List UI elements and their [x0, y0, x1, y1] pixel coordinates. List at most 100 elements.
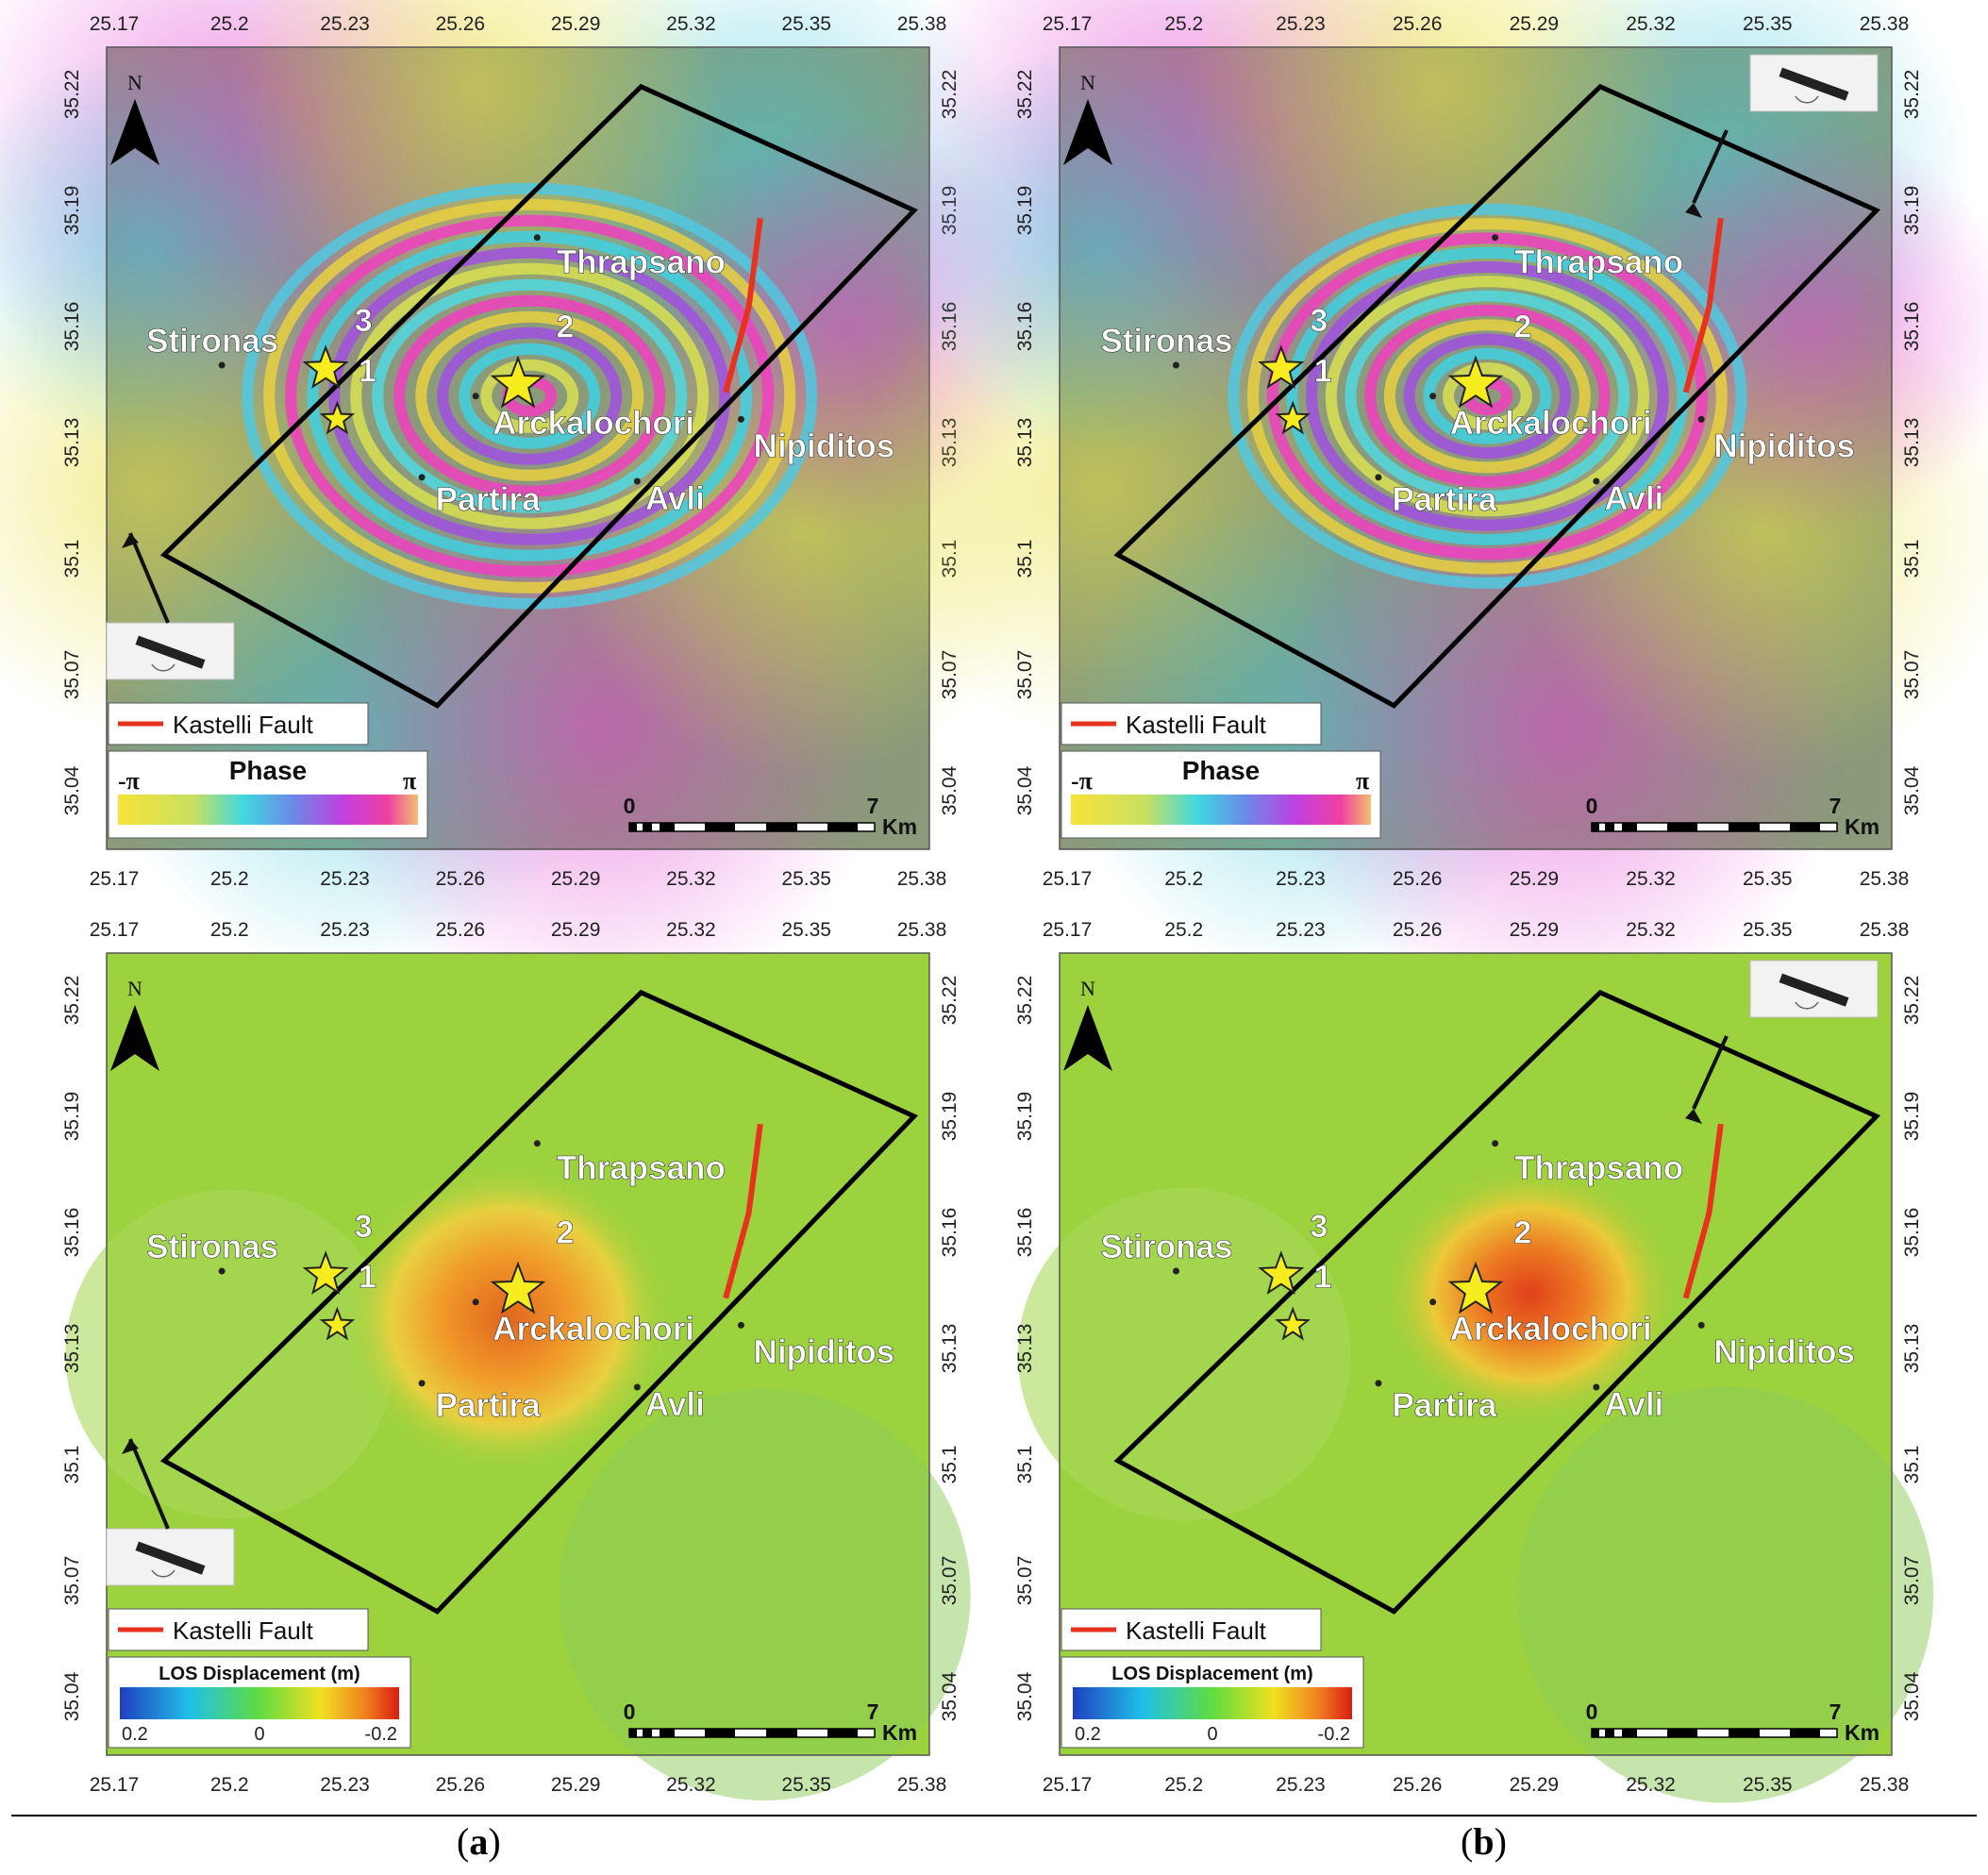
phase-legend-max: π: [1356, 767, 1369, 795]
displacement-lobe: [1378, 1162, 1681, 1427]
map-border: [1059, 46, 1893, 850]
interferogram-fringe: [328, 246, 731, 545]
north-arrow-icon: [1063, 1005, 1112, 1071]
satellite-icon: [135, 1541, 206, 1575]
epicenter-star-3: [302, 344, 349, 389]
los-colorbar: [1073, 1687, 1352, 1719]
scalebar-segment: [1622, 823, 1637, 831]
interferogram-fringe: [459, 343, 601, 449]
lat-tick-left: 35.1: [1014, 540, 1036, 578]
lon-tick-bottom: 25.35: [1743, 868, 1793, 890]
lon-tick-bottom: 25.29: [1510, 868, 1560, 890]
study-area-box: [1113, 83, 1881, 709]
lat-tick-left: 35.22: [61, 70, 83, 120]
scalebar-segment: [1667, 1729, 1697, 1737]
scalebar-segment: [766, 1729, 797, 1737]
lat-tick-right: 35.04: [939, 765, 961, 815]
place-label-avli: Avli: [1604, 480, 1663, 517]
scalebar-unit: Km: [882, 814, 917, 839]
lon-tick-bottom: 25.32: [1626, 1774, 1676, 1796]
phase-colorbar: [118, 795, 418, 825]
satellite-signal-icon: [1795, 95, 1819, 104]
scalebar-segment: [1592, 1729, 1599, 1737]
interferogram-fringe: [1228, 203, 1747, 589]
scalebar-segment: [1592, 823, 1599, 831]
satellite-arrow-head-icon: [1685, 1109, 1702, 1124]
scalebar-end: 7: [867, 1699, 879, 1724]
lon-tick-bottom: 25.2: [1164, 868, 1203, 890]
place-label-thrapsano: Thrapsano: [1514, 244, 1683, 281]
place-marker: [1697, 1321, 1705, 1329]
scalebar-segment: [1790, 823, 1820, 831]
place-marker: [218, 1267, 226, 1275]
epicenter-label-3: 3: [1310, 1209, 1328, 1245]
place-label-thrapsano: Thrapsano: [557, 1150, 726, 1187]
lat-tick-right: 35.19: [1901, 1092, 1923, 1142]
satellite-arrow-head-icon: [122, 1439, 139, 1454]
north-label: N: [127, 977, 142, 1000]
phase-colorbar: [1071, 795, 1371, 825]
scalebar-segment: [1729, 823, 1760, 831]
interferogram-fringe: [307, 230, 753, 561]
epicenter-label-2: 2: [557, 310, 575, 345]
lat-tick-right: 35.16: [939, 1208, 961, 1258]
place-label-partira: Partira: [1392, 481, 1496, 518]
lon-tick-top: 25.32: [666, 13, 716, 35]
scalebar-segment: [1790, 1729, 1820, 1737]
lat-tick-left: 35.13: [1014, 1324, 1036, 1374]
map-border: [1059, 952, 1893, 1756]
lon-tick-bottom: 25.29: [1510, 1774, 1560, 1796]
epicenter-label-3: 3: [355, 1209, 373, 1245]
place-marker: [1492, 234, 1499, 242]
place-marker: [1593, 1383, 1600, 1391]
lon-tick-bottom: 25.32: [1626, 868, 1676, 890]
lon-tick-top: 25.29: [551, 13, 601, 35]
lat-tick-left: 35.16: [61, 1208, 83, 1258]
lat-tick-left: 35.19: [1014, 186, 1036, 236]
place-marker: [1492, 1140, 1499, 1147]
scalebar-segment: [827, 1729, 858, 1737]
lon-tick-top: 25.32: [666, 919, 716, 941]
terrain-shade: [559, 1389, 971, 1800]
lat-tick-right: 35.22: [1901, 70, 1923, 120]
place-marker: [218, 361, 226, 369]
place-label-arckalochori: Arckalochori: [1450, 405, 1652, 442]
epicenter-star-3: [1258, 344, 1305, 389]
lat-tick-left: 35.13: [61, 1324, 83, 1374]
interferogram-fringe: [1364, 304, 1611, 488]
place-label-partira: Partira: [1392, 1387, 1496, 1424]
scalebar-start: 0: [1586, 794, 1598, 818]
place-label-arckalochori: Arckalochori: [493, 405, 694, 442]
satellite-arrow-head-icon: [1685, 203, 1702, 218]
satellite-icon: [1779, 973, 1849, 1007]
lon-tick-top: 25.29: [1510, 13, 1560, 35]
satellite-arrow: [1692, 129, 1729, 204]
lon-tick-bottom: 25.17: [1043, 1774, 1093, 1796]
place-label-avli: Avli: [1604, 1386, 1663, 1423]
scalebar-end: 7: [1829, 794, 1842, 818]
scalebar-segment: [1667, 823, 1697, 831]
lat-tick-right: 35.1: [939, 1446, 961, 1484]
interferogram-fringe: [263, 198, 796, 594]
place-marker: [533, 234, 541, 242]
place-label-stironas: Stironas: [146, 1229, 278, 1265]
los-legend-tick: 0.2: [1075, 1724, 1101, 1745]
place-label-nipiditos: Nipiditos: [754, 1333, 895, 1370]
panel-label-b: (b): [1461, 1820, 1507, 1863]
lon-tick-bottom: 25.23: [320, 1774, 370, 1796]
north-arrow-icon: [1063, 99, 1112, 165]
scalebar-start: 0: [624, 794, 636, 818]
scalebar-segment: [629, 823, 637, 831]
lat-tick-left: 35.13: [1014, 418, 1036, 468]
panel-divider: [11, 1815, 1977, 1816]
lon-tick-top: 25.35: [1743, 13, 1793, 35]
study-area-box: [159, 83, 919, 709]
lon-tick-top: 25.35: [781, 13, 831, 35]
lon-tick-bottom: 25.2: [210, 1774, 249, 1796]
interferogram-fringe: [285, 214, 775, 578]
los-legend-tick: 0: [1207, 1724, 1217, 1745]
lat-tick-left: 35.22: [61, 976, 83, 1026]
epicenter-label-1: 1: [359, 1259, 376, 1295]
fault-legend-label: Kastelli Fault: [173, 711, 314, 739]
